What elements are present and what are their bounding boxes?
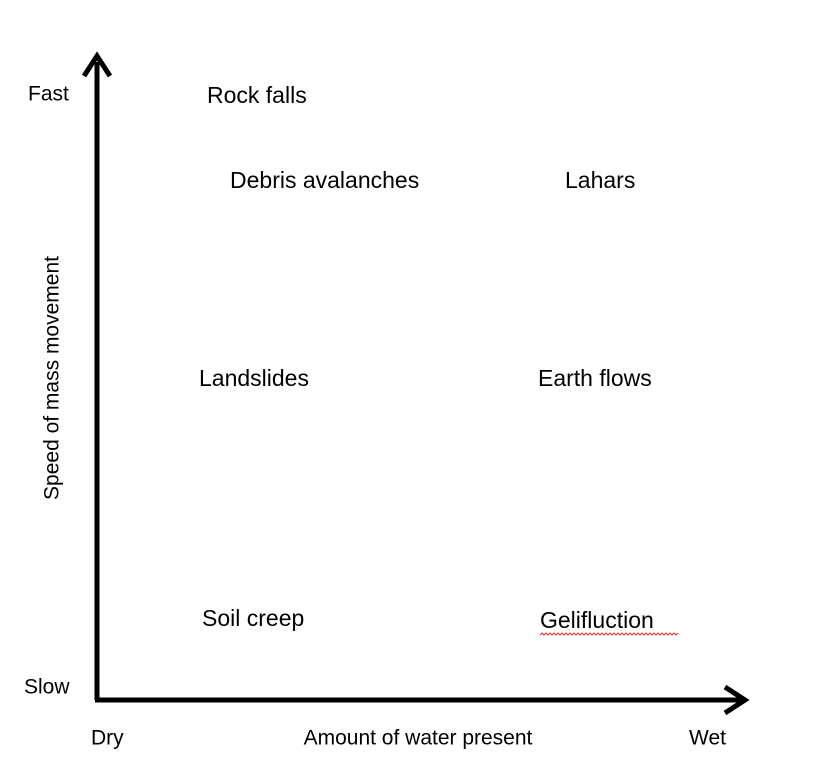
item-label: Soil creep	[202, 605, 304, 631]
item-label: Lahars	[565, 167, 635, 193]
spellcheck-underline	[539, 632, 679, 636]
item-label: Debris avalanches	[230, 167, 419, 193]
item-label: Landslides	[199, 365, 309, 391]
item-label: Gelifluction	[540, 607, 654, 633]
x-low-label: Dry	[91, 727, 124, 750]
y-axis-arrow	[81, 51, 113, 78]
y-axis-title: Speed of mass movement	[41, 256, 64, 500]
x-axis-title: Amount of water present	[304, 727, 533, 750]
x-high-label: Wet	[689, 727, 726, 750]
y-low-label: Slow	[24, 676, 70, 699]
x-axis-arrow	[723, 684, 750, 716]
y-high-label: Fast	[28, 83, 69, 106]
item-label: Earth flows	[538, 365, 652, 391]
item-label: Rock falls	[207, 82, 307, 108]
